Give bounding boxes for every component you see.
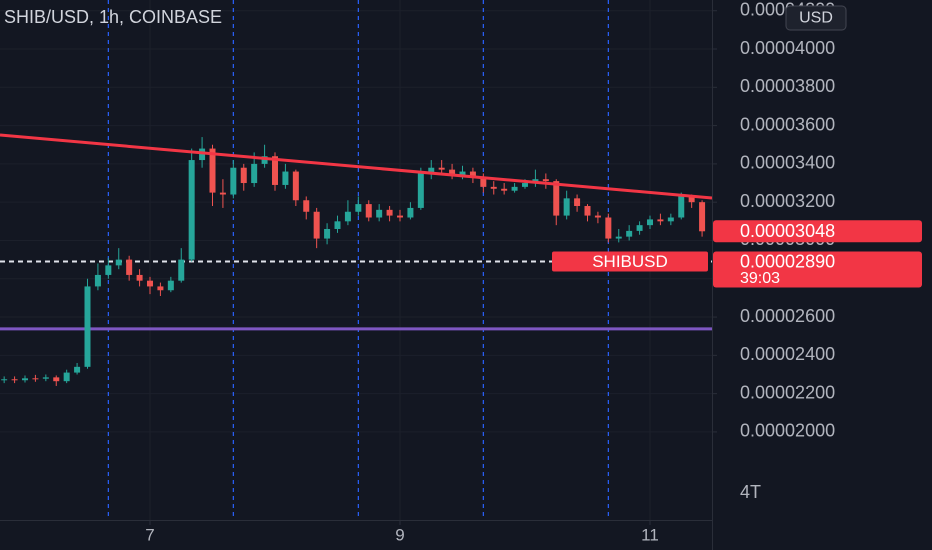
candle-body	[699, 202, 706, 232]
candle-body	[53, 377, 60, 382]
candle-body	[688, 196, 695, 203]
candle-body	[313, 211, 320, 239]
candle-body	[74, 366, 81, 373]
compare-name-box	[552, 251, 708, 272]
countdown: 39:03	[740, 270, 780, 287]
candle-body	[605, 217, 612, 239]
currency-button-text[interactable]: USD	[799, 10, 833, 27]
chart-title: SHIB/USD, 1h, COINBASE	[4, 7, 222, 27]
candle-body	[282, 171, 289, 185]
candle-body	[626, 230, 633, 237]
candle-body	[355, 204, 362, 212]
candle-body	[522, 183, 528, 187]
candle-body	[615, 236, 622, 239]
candle-body	[1, 379, 8, 381]
candle-body	[365, 204, 372, 218]
candle-body	[240, 167, 247, 184]
candle-body	[438, 167, 445, 170]
compare-price-box	[713, 251, 922, 288]
y-tick-label: 0.00002400	[740, 344, 835, 364]
candle-body	[428, 167, 435, 174]
compare-name: SHIBUSD	[592, 252, 668, 271]
candle-body	[42, 377, 49, 379]
candle-body	[344, 211, 351, 222]
candle-body	[407, 207, 414, 218]
candle-body	[480, 177, 487, 187]
candle-body	[574, 198, 581, 207]
y-tick-label: 0.00002000	[740, 421, 835, 441]
candle-body	[209, 148, 216, 193]
candle-body	[32, 378, 39, 380]
x-tick-label: 9	[395, 525, 404, 544]
candle-body	[417, 173, 424, 208]
candle-body	[105, 265, 112, 275]
candle-body	[324, 228, 331, 239]
candle-body	[292, 171, 299, 201]
candle-body	[636, 225, 643, 231]
candle-body	[376, 209, 383, 218]
candle-body	[167, 280, 174, 291]
candle-body	[397, 215, 403, 218]
candle-body	[542, 179, 549, 182]
candle-body	[647, 219, 653, 226]
y-tick-label: 0.00003400	[740, 153, 835, 173]
candle-body	[219, 192, 226, 195]
candle-body	[11, 379, 18, 381]
last-price-label: 0.00003048	[740, 221, 835, 241]
candle-body	[22, 378, 28, 381]
candle-body	[188, 160, 195, 260]
y-tick-label: 0.00002200	[740, 382, 835, 402]
candle-body	[251, 163, 258, 184]
y-tick-label: 0.00004000	[740, 38, 835, 58]
candle-body	[230, 167, 237, 195]
candle-body	[501, 188, 508, 191]
candle-body	[667, 217, 674, 222]
plot	[0, 0, 713, 520]
y-tick-label: 0.00003600	[740, 114, 835, 134]
candle-body	[511, 186, 518, 191]
candle-body	[553, 181, 560, 216]
candle-body	[386, 209, 393, 216]
candle-body	[63, 372, 70, 382]
currency-button-bg[interactable]	[785, 5, 847, 31]
candle-body	[136, 274, 143, 281]
candle-body	[563, 198, 570, 216]
currency-button[interactable]: USD	[785, 5, 847, 31]
candle-body	[157, 286, 164, 291]
candle-body	[469, 171, 476, 178]
candle-body	[490, 186, 497, 189]
y-tick-label: 0.00003800	[740, 76, 835, 96]
x-tick-label: 11	[641, 525, 659, 544]
volume-label: 4T	[740, 482, 761, 502]
candle-body	[594, 215, 601, 218]
y-tick-label: 0.00002600	[740, 306, 835, 326]
candle-body	[94, 274, 101, 287]
last-price-box	[713, 220, 922, 243]
trend-line	[0, 133, 713, 200]
candle-body	[84, 286, 91, 367]
candle-body	[261, 156, 268, 164]
x-tick-label: 7	[145, 525, 154, 544]
candle-body	[178, 259, 185, 281]
candle-body	[678, 196, 685, 218]
candle-body	[334, 221, 341, 229]
candle-body	[449, 169, 456, 176]
candle-body	[126, 259, 133, 275]
candle-body	[147, 280, 153, 287]
candle-body	[303, 200, 310, 212]
candle-body	[459, 171, 466, 176]
candle-body	[115, 259, 122, 266]
y-tick-label: 0.00003200	[740, 191, 835, 211]
candle-body	[584, 206, 591, 216]
compare-price-label: 0.00002890	[740, 251, 835, 271]
candle-body	[657, 219, 664, 222]
candle-body	[272, 156, 278, 185]
